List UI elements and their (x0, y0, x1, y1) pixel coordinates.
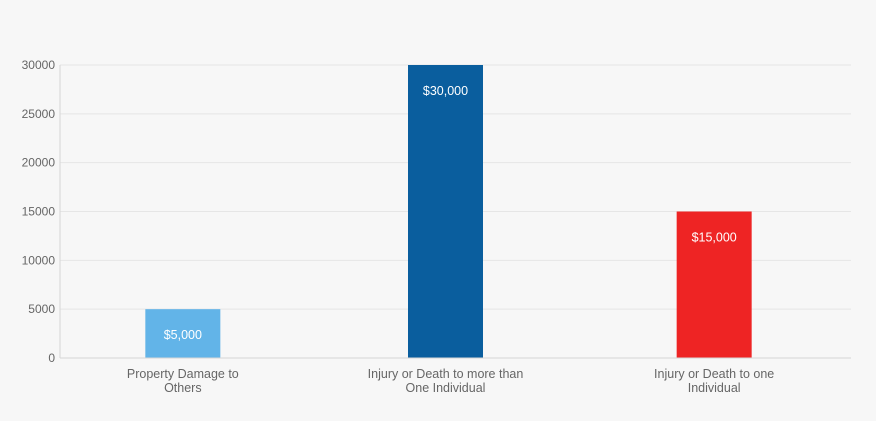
bar-data-label: $30,000 (423, 84, 468, 98)
bar-data-labels: $5,000 $30,000 $15,000 (164, 84, 737, 342)
x-category-label-line: Individual (688, 381, 741, 395)
bar-data-label: $5,000 (164, 328, 202, 342)
x-category-label-line: Injury or Death to more than (368, 367, 524, 381)
bar-2 (408, 65, 483, 358)
bar-3 (676, 211, 752, 358)
x-category-label-line: Others (164, 381, 202, 395)
y-tick-label: 15000 (22, 205, 56, 219)
bar-data-label: $15,000 (692, 231, 737, 245)
x-category-label: Property Damage to Others (127, 367, 239, 395)
y-tick-label: 0 (48, 351, 55, 365)
y-tick-label: 20000 (22, 156, 56, 170)
y-tick-label: 25000 (22, 107, 56, 121)
y-tick-label: 30000 (22, 58, 56, 72)
x-category-label-line: Injury or Death to one (654, 367, 774, 381)
x-axis-categories: Property Damage to Others Injury or Death … (127, 367, 774, 395)
y-tick-label: 10000 (22, 253, 56, 267)
x-category-label-line: One Individual (406, 381, 486, 395)
x-category-label-line: Property Damage to (127, 367, 239, 381)
x-category-label: Injury or Death to one Individual (654, 367, 774, 395)
y-tick-label: 5000 (28, 302, 55, 316)
bar-1 (145, 309, 221, 358)
bars (145, 65, 752, 358)
y-axis-ticks: 0 5000 10000 15000 20000 25000 30000 (22, 58, 56, 365)
x-category-label: Injury or Death to more than One Individu… (368, 367, 524, 395)
